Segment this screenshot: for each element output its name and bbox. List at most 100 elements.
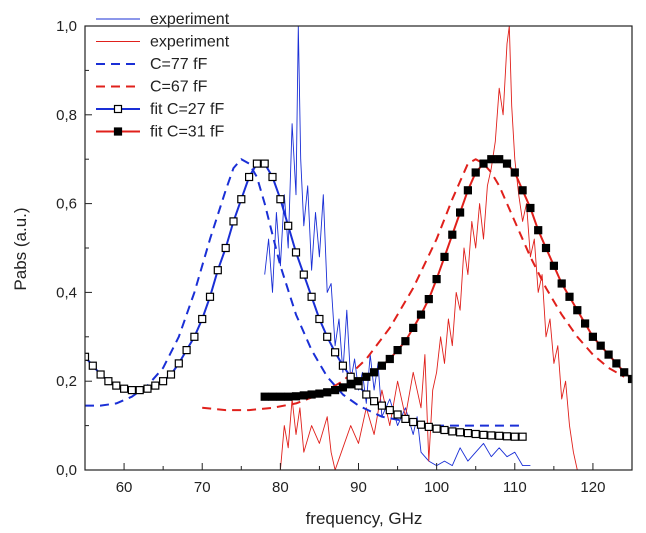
series-4-marker-55: [510, 432, 519, 441]
series-4-marker-5: [119, 384, 129, 393]
series-5-marker-31: [502, 159, 512, 168]
axes-layer: 60 70 80 90 100 110 120 0,0 0,2 0,4 0,6 0,8 1,0: [56, 18, 633, 496]
x-tick-label-6: 120: [580, 479, 605, 496]
series-5-marker-29: [487, 155, 496, 164]
series-5-marker-24: [448, 230, 457, 239]
y-tick-label-0: 0,0: [56, 462, 77, 479]
series-4-marker-22: [252, 159, 261, 168]
series-5-marker-9: [331, 386, 340, 395]
series-5-marker-25: [456, 208, 465, 217]
series-5-marker-39: [565, 292, 574, 301]
series-4-marker-3: [104, 377, 113, 386]
series-4-marker-38: [377, 401, 386, 410]
series-4-marker-39: [385, 406, 394, 415]
series-5-marker-40: [573, 306, 582, 315]
x-tick-label-3: 90: [350, 479, 367, 496]
legend-marker-4: [113, 104, 123, 114]
series-4-marker-31: [323, 332, 332, 341]
series-4-marker-29: [307, 292, 316, 301]
series-4-marker-46: [440, 425, 449, 435]
series-4-marker-4: [112, 381, 121, 390]
series-layer: [85, 26, 632, 470]
series-4-marker-9: [151, 381, 160, 390]
x-tick-label-4: 100: [424, 479, 449, 496]
series-4-marker-26: [284, 221, 293, 230]
series-4-marker-37: [370, 397, 379, 406]
series-5-marker-18: [401, 337, 410, 346]
series-5-marker-45: [612, 359, 621, 368]
legend: experiment experiment C=77 fF C=67 fF fit C=…: [96, 11, 230, 141]
series-5-marker-0: [260, 392, 269, 401]
series-line-1: [279, 26, 578, 470]
series-4-marker-27: [291, 248, 301, 257]
series-5-marker-21: [424, 295, 433, 304]
series-5-marker-16: [385, 354, 394, 364]
series-5-marker-4: [291, 392, 301, 401]
series-4-marker-15: [198, 314, 207, 324]
series-5-marker-3: [284, 392, 293, 401]
series-5-marker-12: [354, 377, 363, 386]
legend-label-5: fit C=31 fF: [150, 124, 224, 141]
series-4-marker-52: [487, 431, 496, 440]
y-tick-label-3: 0,6: [56, 196, 77, 213]
series-5-marker-43: [596, 341, 605, 350]
x-tick-label-0: 60: [116, 479, 133, 496]
y-tick-label-2: 0,4: [56, 284, 77, 301]
x-tick-label-2: 80: [272, 479, 289, 496]
series-4-marker-7: [135, 386, 144, 395]
series-5-marker-36: [541, 243, 551, 253]
y-axis-label: Pabs (a.u.): [11, 207, 30, 290]
series-5-marker-20: [416, 310, 426, 319]
series-5-marker-22: [432, 275, 441, 284]
series-5-marker-35: [534, 226, 543, 235]
series-5-marker-33: [518, 186, 527, 195]
series-4-marker-28: [299, 270, 308, 279]
series-5-marker-28: [479, 159, 488, 168]
series-4-marker-53: [495, 431, 504, 440]
series-4-marker-47: [448, 427, 457, 436]
series-5-marker-37: [549, 261, 559, 270]
series-5-marker-1: [268, 392, 277, 401]
y-tick-label-5: 1,0: [56, 18, 77, 35]
series-4-marker-24: [268, 172, 277, 182]
legend-label-3: C=67 fF: [150, 79, 208, 96]
series-5-marker-34: [526, 203, 535, 213]
series-4-marker-36: [362, 390, 371, 399]
series-4-marker-42: [409, 417, 418, 427]
legend-label-1: experiment: [150, 34, 230, 51]
series-5-marker-47: [627, 374, 632, 384]
series-5-marker-6: [307, 390, 316, 399]
series-4-marker-33: [338, 361, 347, 370]
series-line-2: [85, 158, 523, 427]
series-4-marker-16: [205, 292, 215, 301]
series-5-marker-13: [362, 372, 371, 381]
series-5-marker-30: [495, 155, 504, 164]
series-line-3: [202, 158, 625, 412]
series-5-marker-10: [338, 383, 347, 392]
y-tick-label-4: 0,8: [56, 107, 77, 124]
series-5-marker-17: [393, 346, 402, 355]
series-4-marker-43: [416, 420, 426, 429]
series-5-marker-7: [315, 389, 324, 398]
series-4-marker-10: [159, 377, 168, 386]
series-4-marker-1: [88, 361, 97, 370]
series-4-marker-56: [518, 432, 527, 441]
series-5-marker-46: [620, 368, 629, 377]
legend-label-0: experiment: [150, 11, 230, 28]
series-4-marker-45: [432, 424, 441, 433]
series-4-marker-48: [456, 428, 465, 437]
series-4-marker-50: [471, 429, 480, 439]
legend-label-4: fit C=27 fF: [150, 101, 224, 118]
series-4-marker-41: [401, 414, 410, 423]
series-5-marker-19: [409, 323, 418, 332]
series-5-marker-15: [377, 361, 386, 370]
series-5-marker-11: [346, 380, 355, 389]
series-4-marker-11: [166, 370, 176, 379]
series-4-marker-14: [190, 332, 199, 341]
series-4-marker-17: [213, 266, 222, 275]
series-4-marker-49: [463, 429, 472, 438]
series-5-marker-26: [463, 186, 472, 195]
series-5-marker-38: [557, 279, 566, 288]
series-5-marker-41: [580, 319, 590, 328]
